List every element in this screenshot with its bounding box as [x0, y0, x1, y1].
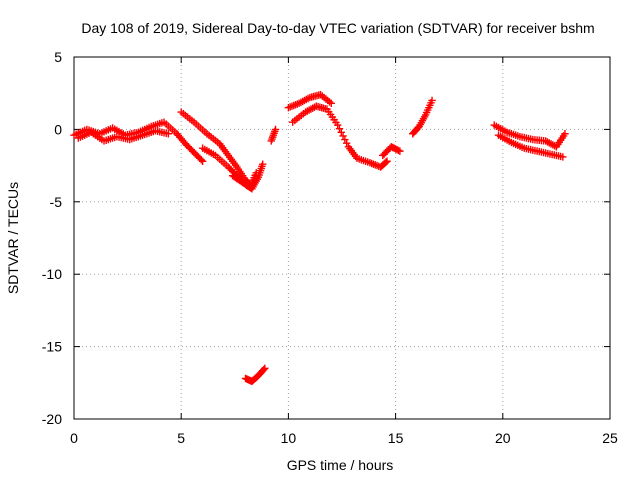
data-point — [252, 169, 260, 177]
grid — [74, 57, 610, 419]
data-point — [164, 130, 173, 138]
x-tick-label: 20 — [495, 430, 511, 446]
x-tick-label: 25 — [602, 430, 618, 446]
y-tick-label: -5 — [50, 194, 63, 210]
data-point — [261, 364, 269, 373]
y-tick-label: -15 — [42, 339, 62, 355]
x-tick-label: 0 — [70, 430, 78, 446]
y-tick-label: -10 — [42, 266, 62, 282]
data-point — [327, 99, 335, 108]
chart-title: Day 108 of 2019, Sidereal Day-to-day VTE… — [81, 20, 594, 36]
data-point — [271, 125, 280, 134]
data-point — [198, 157, 207, 165]
x-tick-label: 15 — [388, 430, 404, 446]
x-tick-label: 5 — [177, 430, 185, 446]
x-axis-label: GPS time / hours — [287, 457, 394, 473]
data-point — [383, 157, 391, 165]
y-axis-label: SDTVAR / TECUs — [5, 182, 21, 294]
data-point — [396, 147, 404, 155]
data-point — [559, 153, 567, 161]
data-point — [561, 130, 569, 138]
data-points — [70, 90, 569, 386]
data-point — [428, 96, 436, 105]
axis-ticks: 0 5 10 15 20 25 5 0 -5 -10 -15 -20 — [42, 49, 618, 446]
y-tick-label: -20 — [42, 411, 62, 427]
y-tick-label: 5 — [54, 49, 62, 65]
data-point — [258, 160, 267, 168]
data-point — [260, 365, 268, 374]
data-point — [382, 158, 390, 166]
y-tick-label: 0 — [54, 121, 62, 137]
plot-frame — [73, 56, 611, 420]
x-tick-label: 10 — [281, 430, 297, 446]
